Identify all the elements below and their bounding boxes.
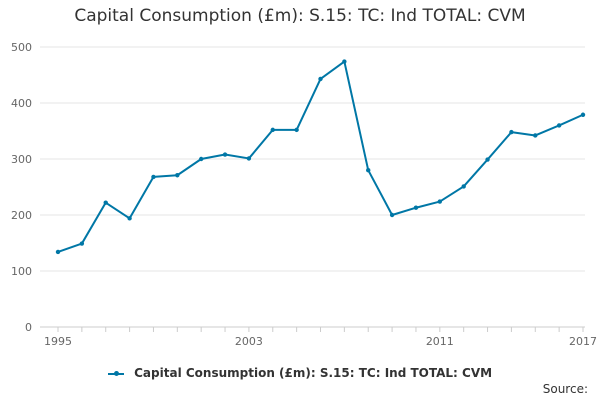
legend-label: Capital Consumption (£m): S.15: TC: Ind …	[134, 366, 493, 380]
y-tick-label: 200	[11, 209, 32, 222]
y-tick-label: 0	[25, 321, 32, 334]
data-point	[437, 199, 443, 204]
x-axis-labels: 1995 2003 2011 2017	[44, 335, 597, 348]
x-tick-label: 2011	[426, 335, 454, 348]
y-tick-label: 100	[11, 265, 32, 278]
legend-swatch	[107, 370, 124, 376]
data-point	[198, 156, 204, 162]
y-tick-label: 300	[11, 153, 32, 166]
data-point	[151, 174, 156, 180]
gridlines	[40, 46, 585, 328]
data-point	[294, 127, 299, 133]
y-tick-label: 500	[11, 41, 32, 54]
legend[interactable]: Capital Consumption (£m): S.15: TC: Ind …	[0, 366, 600, 380]
data-point	[413, 205, 419, 210]
x-tick-label: 1995	[44, 335, 72, 348]
data-point	[246, 156, 252, 161]
data-point	[556, 123, 562, 128]
data-point	[79, 241, 85, 246]
y-axis-labels: 0 100 200 300 400 500	[11, 41, 32, 334]
y-tick-label: 400	[11, 97, 32, 110]
data-point	[580, 112, 586, 117]
x-tick-label: 2003	[235, 335, 263, 348]
data-point	[342, 59, 347, 64]
data-point	[270, 127, 275, 133]
source-label: Source:	[542, 382, 588, 396]
data-point	[127, 216, 132, 221]
data-point	[175, 173, 180, 178]
x-axis	[57, 327, 584, 332]
series-layer	[55, 59, 586, 255]
data-point	[103, 200, 108, 205]
data-point	[222, 152, 228, 157]
data-point	[389, 212, 395, 218]
series-line	[57, 60, 584, 253]
x-tick-label: 2017	[569, 335, 597, 348]
data-point	[318, 76, 323, 82]
data-point	[366, 168, 371, 173]
chart-title: Capital Consumption (£m): S.15: TC: Ind …	[74, 6, 526, 26]
data-point	[509, 129, 514, 135]
data-point	[461, 184, 466, 189]
data-point	[533, 133, 538, 138]
data-point	[485, 157, 490, 162]
data-point	[55, 249, 61, 255]
